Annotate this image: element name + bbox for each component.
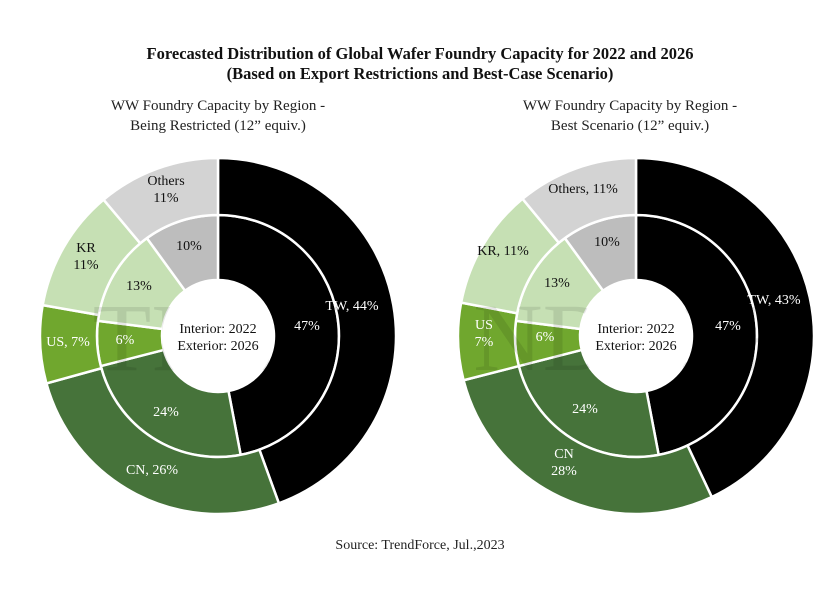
- left-center-label-exterior: Exterior: 2026: [177, 339, 258, 354]
- right-outer-slice-cn: [462, 364, 714, 516]
- left-center-label-interior: Interior: 2022: [179, 322, 256, 337]
- left-outer-slice-cn: [45, 366, 281, 516]
- right-outer-slice-others: [521, 156, 638, 245]
- right-inner-label-us: 6%: [536, 330, 555, 345]
- source-note: Source: TrendForce, Jul.,2023: [335, 538, 505, 553]
- right-outer-label-others: Others, 11%: [548, 182, 618, 197]
- left-outer-label-cn: CN, 26%: [126, 463, 178, 478]
- left-inner-label-us: 6%: [116, 333, 135, 348]
- right-donut-hole: [580, 280, 692, 392]
- left-inner-label-cn: 24%: [153, 405, 179, 420]
- left-outer-label-kr: KR 11%: [73, 241, 98, 273]
- right-inner-label-kr: 13%: [544, 276, 570, 291]
- right-inner-label-cn: 24%: [572, 402, 598, 417]
- left-inner-label-tw: 47%: [294, 319, 320, 334]
- right-outer-label-cn: CN 28%: [551, 447, 577, 479]
- right-chart-title: WW Foundry Capacity by Region - Best Sce…: [480, 96, 780, 136]
- left-inner-label-kr: 13%: [126, 279, 152, 294]
- right-inner-label-tw: 47%: [715, 319, 741, 334]
- chart-title-line-2: (Based on Export Restrictions and Best-C…: [226, 64, 614, 83]
- right-outer-label-tw: TW, 43%: [747, 293, 800, 308]
- right-inner-label-others: 10%: [594, 235, 620, 250]
- right-chart-title-line-1: WW Foundry Capacity by Region -: [522, 98, 738, 114]
- left-donut-hole: [162, 280, 274, 392]
- chart-title-line-1: Forecasted Distribution of Global Wafer …: [146, 44, 694, 63]
- left-outer-slice-others: [102, 156, 220, 245]
- left-inner-label-others: 10%: [176, 239, 202, 254]
- left-outer-label-us: US, 7%: [46, 335, 90, 350]
- left-outer-slice-tw: [216, 156, 398, 505]
- left-chart-title: WW Foundry Capacity by Region - Being Re…: [68, 96, 368, 136]
- right-chart-title-line-2: Best Scenario (12” equiv.): [550, 118, 710, 134]
- left-chart-title-line-2: Being Restricted (12” equiv.): [130, 118, 306, 134]
- right-outer-label-us: US 7%: [475, 318, 494, 350]
- right-center-label-exterior: Exterior: 2026: [595, 339, 676, 354]
- chart-title: Forecasted Distribution of Global Wafer …: [0, 44, 840, 84]
- left-outer-label-tw: TW, 44%: [325, 299, 378, 314]
- right-center-label-interior: Interior: 2022: [597, 322, 674, 337]
- left-outer-label-others: Others 11%: [147, 174, 184, 206]
- right-outer-slice-tw: [634, 156, 816, 499]
- left-chart-title-line-1: WW Foundry Capacity by Region -: [110, 98, 326, 114]
- right-outer-label-kr: KR, 11%: [477, 244, 529, 259]
